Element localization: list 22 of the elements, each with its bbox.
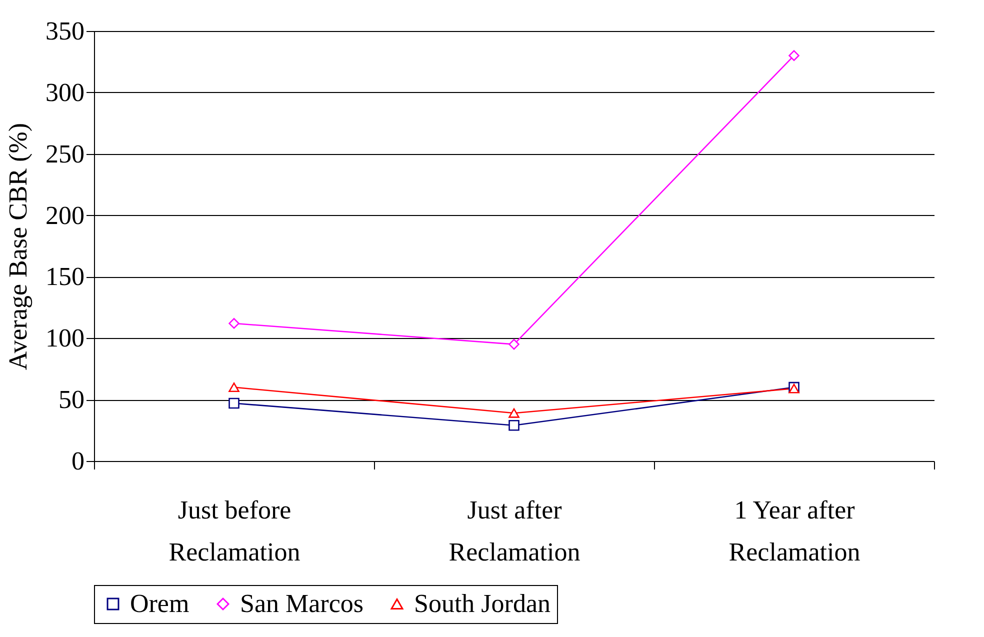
y-tick-label: 350 <box>46 16 84 46</box>
y-tick-label: 250 <box>46 139 84 168</box>
y-tick-label: 50 <box>58 385 84 414</box>
legend-label: San Marcos <box>240 589 364 618</box>
y-tick-label: 0 <box>72 446 84 476</box>
point <box>508 338 520 350</box>
y-tick-label: 100 <box>46 324 84 353</box>
legend-label: Orem <box>130 589 190 618</box>
point <box>508 408 520 418</box>
x-tick-label: 1 Year after Reclamation <box>728 496 860 566</box>
point <box>788 50 800 61</box>
y-tick-label: 150 <box>46 262 84 292</box>
point <box>228 318 240 329</box>
x-tick-label: Just after Reclamation <box>448 496 580 566</box>
y-axis-title: Average Base CBR (%) <box>4 122 32 370</box>
point <box>228 382 240 392</box>
y-tick-label: 300 <box>46 78 84 107</box>
point <box>508 420 520 431</box>
y-tick-label: 200 <box>46 200 84 230</box>
legend-label: South Jordan <box>414 589 550 618</box>
point <box>228 398 240 409</box>
x-tick-label: Just before Reclamation <box>168 496 300 566</box>
